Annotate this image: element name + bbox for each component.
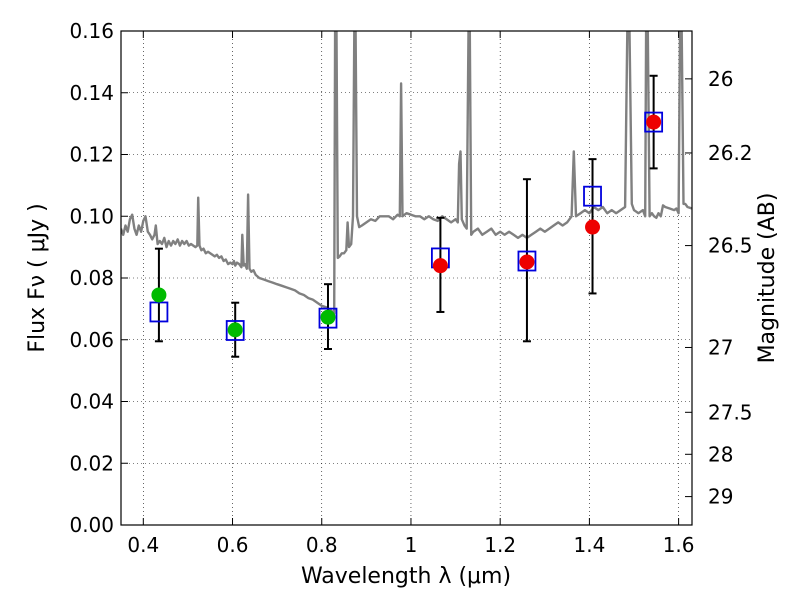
x-tick-label: 0.4 — [127, 533, 159, 557]
right-tick-label: 26.5 — [708, 234, 753, 258]
plot-background — [121, 31, 692, 525]
x-tick-label: 1.2 — [484, 533, 516, 557]
y-tick-label: 0.12 — [69, 143, 114, 167]
y-tick-label: 0.16 — [69, 19, 114, 43]
x-tick-label: 1.6 — [663, 533, 695, 557]
model-green-circle-marker — [151, 287, 167, 303]
observed-square-marker — [644, 111, 664, 133]
y-tick-label: 0.10 — [69, 204, 114, 228]
spectrum-layer — [121, 31, 692, 315]
x-tick-label: 0.8 — [306, 533, 338, 557]
right-tick-label: 27.5 — [708, 400, 753, 424]
spectrum-line — [121, 31, 692, 315]
right-tick-label: 28 — [708, 442, 733, 466]
x-axis-label: Wavelength λ (μm) — [301, 564, 511, 589]
right-tick-label: 26.2 — [708, 141, 753, 165]
y-axis-label-left: Flux Fν ( μJy ) — [25, 203, 50, 352]
right-tick-label: 27 — [708, 335, 733, 359]
right-tick-label: 26 — [708, 67, 733, 91]
model-green-circle-marker — [227, 322, 243, 338]
y-tick-label: 0.14 — [69, 81, 114, 105]
right-tick-label: 29 — [708, 485, 733, 509]
observed-square-marker — [225, 320, 245, 341]
model-red-circle-marker — [519, 254, 535, 270]
model-green-circle-marker — [320, 309, 336, 325]
observed-square-marker — [583, 185, 602, 207]
x-tick-label: 0.6 — [217, 533, 249, 557]
y-tick-label: 0.04 — [69, 390, 114, 414]
y-axis-label-right: Magnitude (AB) — [755, 193, 780, 364]
y-tick-label: 0.08 — [69, 266, 114, 290]
y-tick-label: 0.02 — [69, 451, 114, 475]
observed-square-marker — [517, 250, 537, 272]
x-tick-label: 1 — [405, 533, 418, 557]
x-tick-label: 1.4 — [573, 533, 605, 557]
model-red-circle-marker — [432, 258, 448, 274]
model-red-circle-marker — [585, 219, 601, 235]
y-tick-label: 0.00 — [69, 513, 114, 537]
observed-square-marker — [318, 307, 338, 329]
model-red-circle-marker — [646, 114, 662, 130]
tick-layer: 0.4 0.6 0.8 1 1.2 1.4 1.6 0.00 0.02 0.04 0.06 0.08 0… — [69, 19, 752, 557]
marker-layer — [149, 111, 664, 341]
y-tick-label: 0.06 — [69, 328, 114, 352]
